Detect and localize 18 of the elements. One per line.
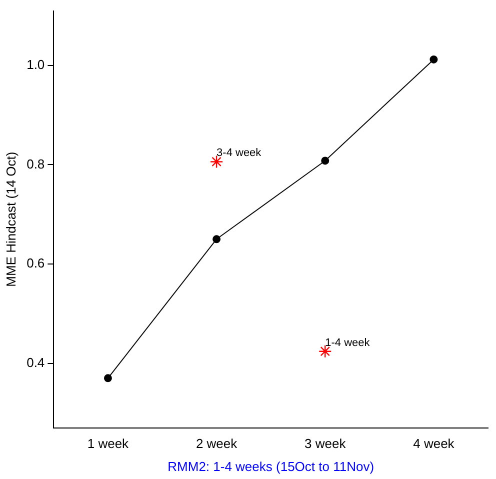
annotation: 1-4 week <box>325 336 370 349</box>
point <box>430 55 438 64</box>
x-tick-label: 3 week <box>304 436 346 452</box>
x-tick-label: 1 week <box>87 436 130 452</box>
x-axis-title: RMM2: 1-4 weeks (15Oct to 11Nov) <box>168 458 374 474</box>
point <box>104 374 112 382</box>
point <box>318 344 332 358</box>
y-tick-label: 0.4 <box>26 354 45 370</box>
point <box>321 156 330 165</box>
annotation: 3-4 week <box>216 147 262 160</box>
x-tick-label: 4 week <box>413 436 455 452</box>
y-tick-label: 1.0 <box>26 56 45 72</box>
y-tick-label: 0.6 <box>26 256 45 271</box>
point <box>212 235 221 244</box>
y-tick-label: 0.8 <box>26 156 45 172</box>
x-tick-label: 2 week <box>196 436 238 452</box>
point <box>210 155 224 168</box>
y-axis-title: MME Hindcast (14 Oct) <box>3 152 18 287</box>
